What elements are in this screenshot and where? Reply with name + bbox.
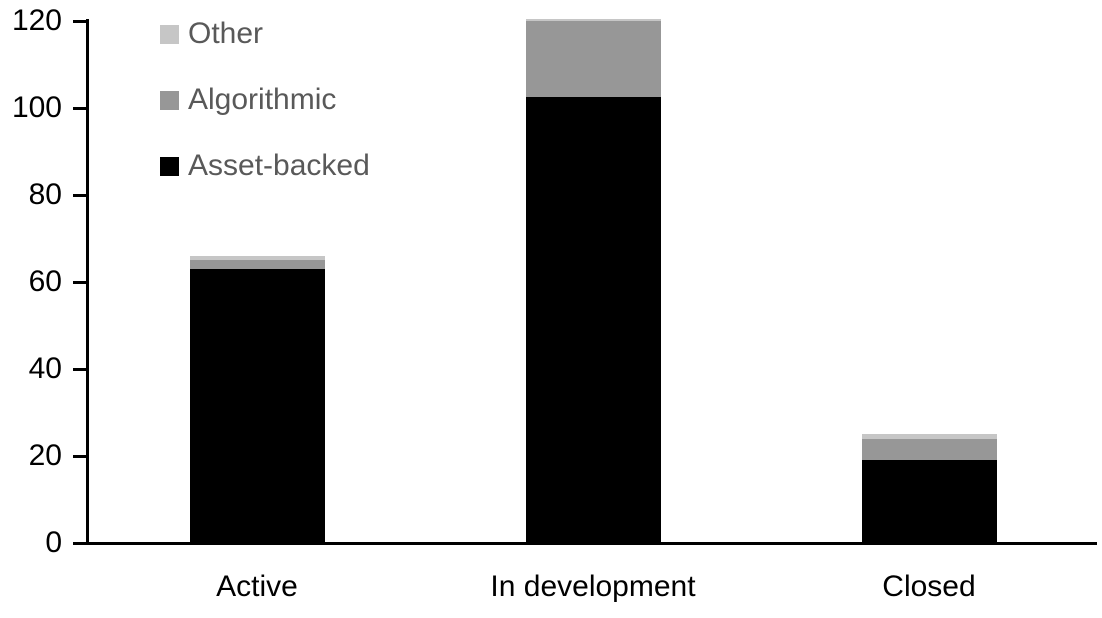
y-tick-mark xyxy=(73,19,86,23)
bar-segment-other-active xyxy=(189,255,325,261)
y-tick-label: 0 xyxy=(45,526,62,559)
bar-segment-asset-backed-closed xyxy=(861,460,997,543)
y-tick-label: 60 xyxy=(28,265,62,298)
y-tick-label: 20 xyxy=(28,439,62,472)
y-tick-label: 120 xyxy=(11,4,62,37)
bar-segment-algorithmic-closed xyxy=(861,438,997,461)
legend-label: Other xyxy=(188,17,264,50)
y-tick-mark xyxy=(73,193,86,197)
x-category-label: Active xyxy=(216,570,298,603)
y-tick-mark xyxy=(73,454,86,458)
y-tick-label: 40 xyxy=(28,352,62,385)
y-tick-mark xyxy=(73,367,86,371)
legend-label: Algorithmic xyxy=(188,83,337,116)
y-tick-label: 80 xyxy=(28,178,62,211)
bar-segment-asset-backed-in-development xyxy=(525,97,661,543)
legend-swatch xyxy=(160,24,179,44)
bar-segment-asset-backed-active xyxy=(189,268,325,543)
x-category-label: Closed xyxy=(882,570,976,603)
y-tick-label: 100 xyxy=(11,91,62,124)
y-tick-mark xyxy=(73,541,86,545)
bar-segment-other-in-development xyxy=(525,18,661,21)
legend-swatch xyxy=(160,90,179,110)
bar-segment-other-closed xyxy=(861,434,997,439)
y-tick-mark xyxy=(73,280,86,284)
y-tick-mark xyxy=(73,106,86,110)
legend-item: Algorithmic xyxy=(160,82,336,118)
legend-label: Asset-backed xyxy=(188,149,370,182)
x-category-label: In development xyxy=(490,570,696,603)
legend-swatch xyxy=(160,156,179,176)
bar-segment-algorithmic-in-development xyxy=(525,21,661,98)
x-axis-line xyxy=(86,542,1097,545)
legend-item: Other xyxy=(160,16,263,52)
y-axis-line xyxy=(86,19,89,545)
bar-segment-algorithmic-active xyxy=(189,260,325,269)
legend-item: Asset-backed xyxy=(160,148,370,184)
